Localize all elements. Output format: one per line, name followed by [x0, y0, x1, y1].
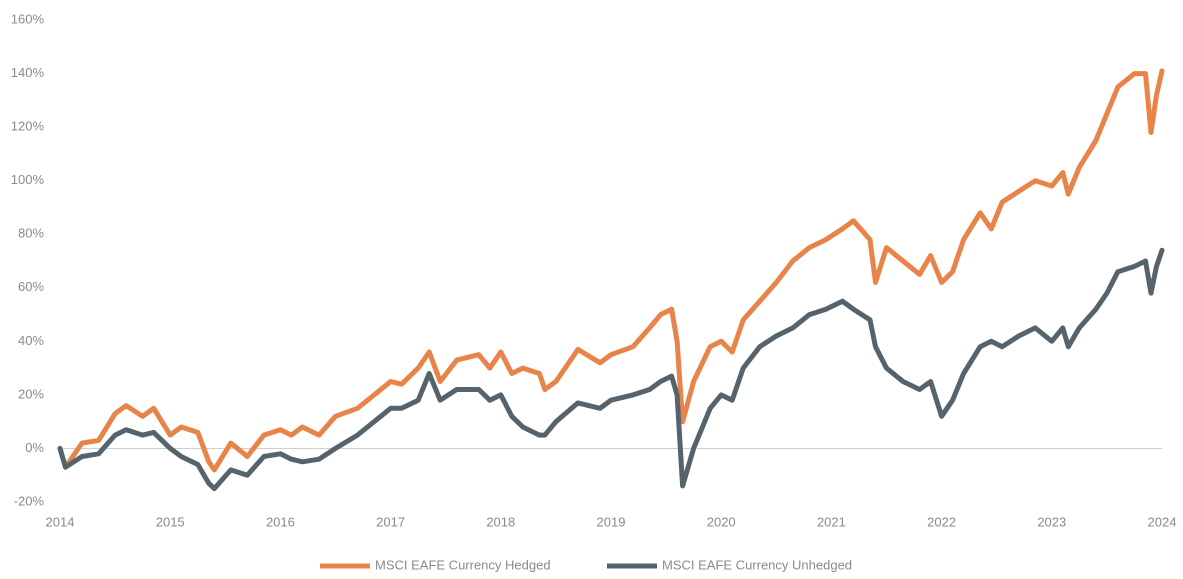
series-line — [57, 68, 1165, 473]
legend-label: MSCI EAFE Currency Unhedged — [662, 557, 852, 572]
y-tick-label: 120% — [11, 119, 45, 134]
x-tick-label: 2014 — [46, 514, 75, 529]
y-tick-label: 60% — [18, 279, 44, 294]
y-tick-label: 80% — [18, 226, 44, 241]
y-tick-label: 160% — [11, 11, 45, 26]
x-tick-label: 2018 — [486, 514, 515, 529]
x-tick-label: 2023 — [1037, 514, 1066, 529]
y-tick-label: -20% — [14, 493, 45, 508]
x-tick-label: 2022 — [927, 514, 956, 529]
x-tick-label: 2015 — [156, 514, 185, 529]
y-tick-label: 140% — [11, 65, 45, 80]
legend-label: MSCI EAFE Currency Hedged — [375, 557, 551, 572]
y-tick-label: 100% — [11, 172, 45, 187]
y-tick-label: 20% — [18, 386, 44, 401]
x-tick-label: 2021 — [817, 514, 846, 529]
x-tick-label: 2024 — [1148, 514, 1177, 529]
x-tick-label: 2019 — [597, 514, 626, 529]
y-tick-label: 0% — [25, 440, 44, 455]
x-tick-label: 2020 — [707, 514, 736, 529]
x-tick-label: 2016 — [266, 514, 295, 529]
x-tick-label: 2017 — [376, 514, 405, 529]
y-tick-label: 40% — [18, 333, 44, 348]
series-line — [57, 247, 1165, 492]
